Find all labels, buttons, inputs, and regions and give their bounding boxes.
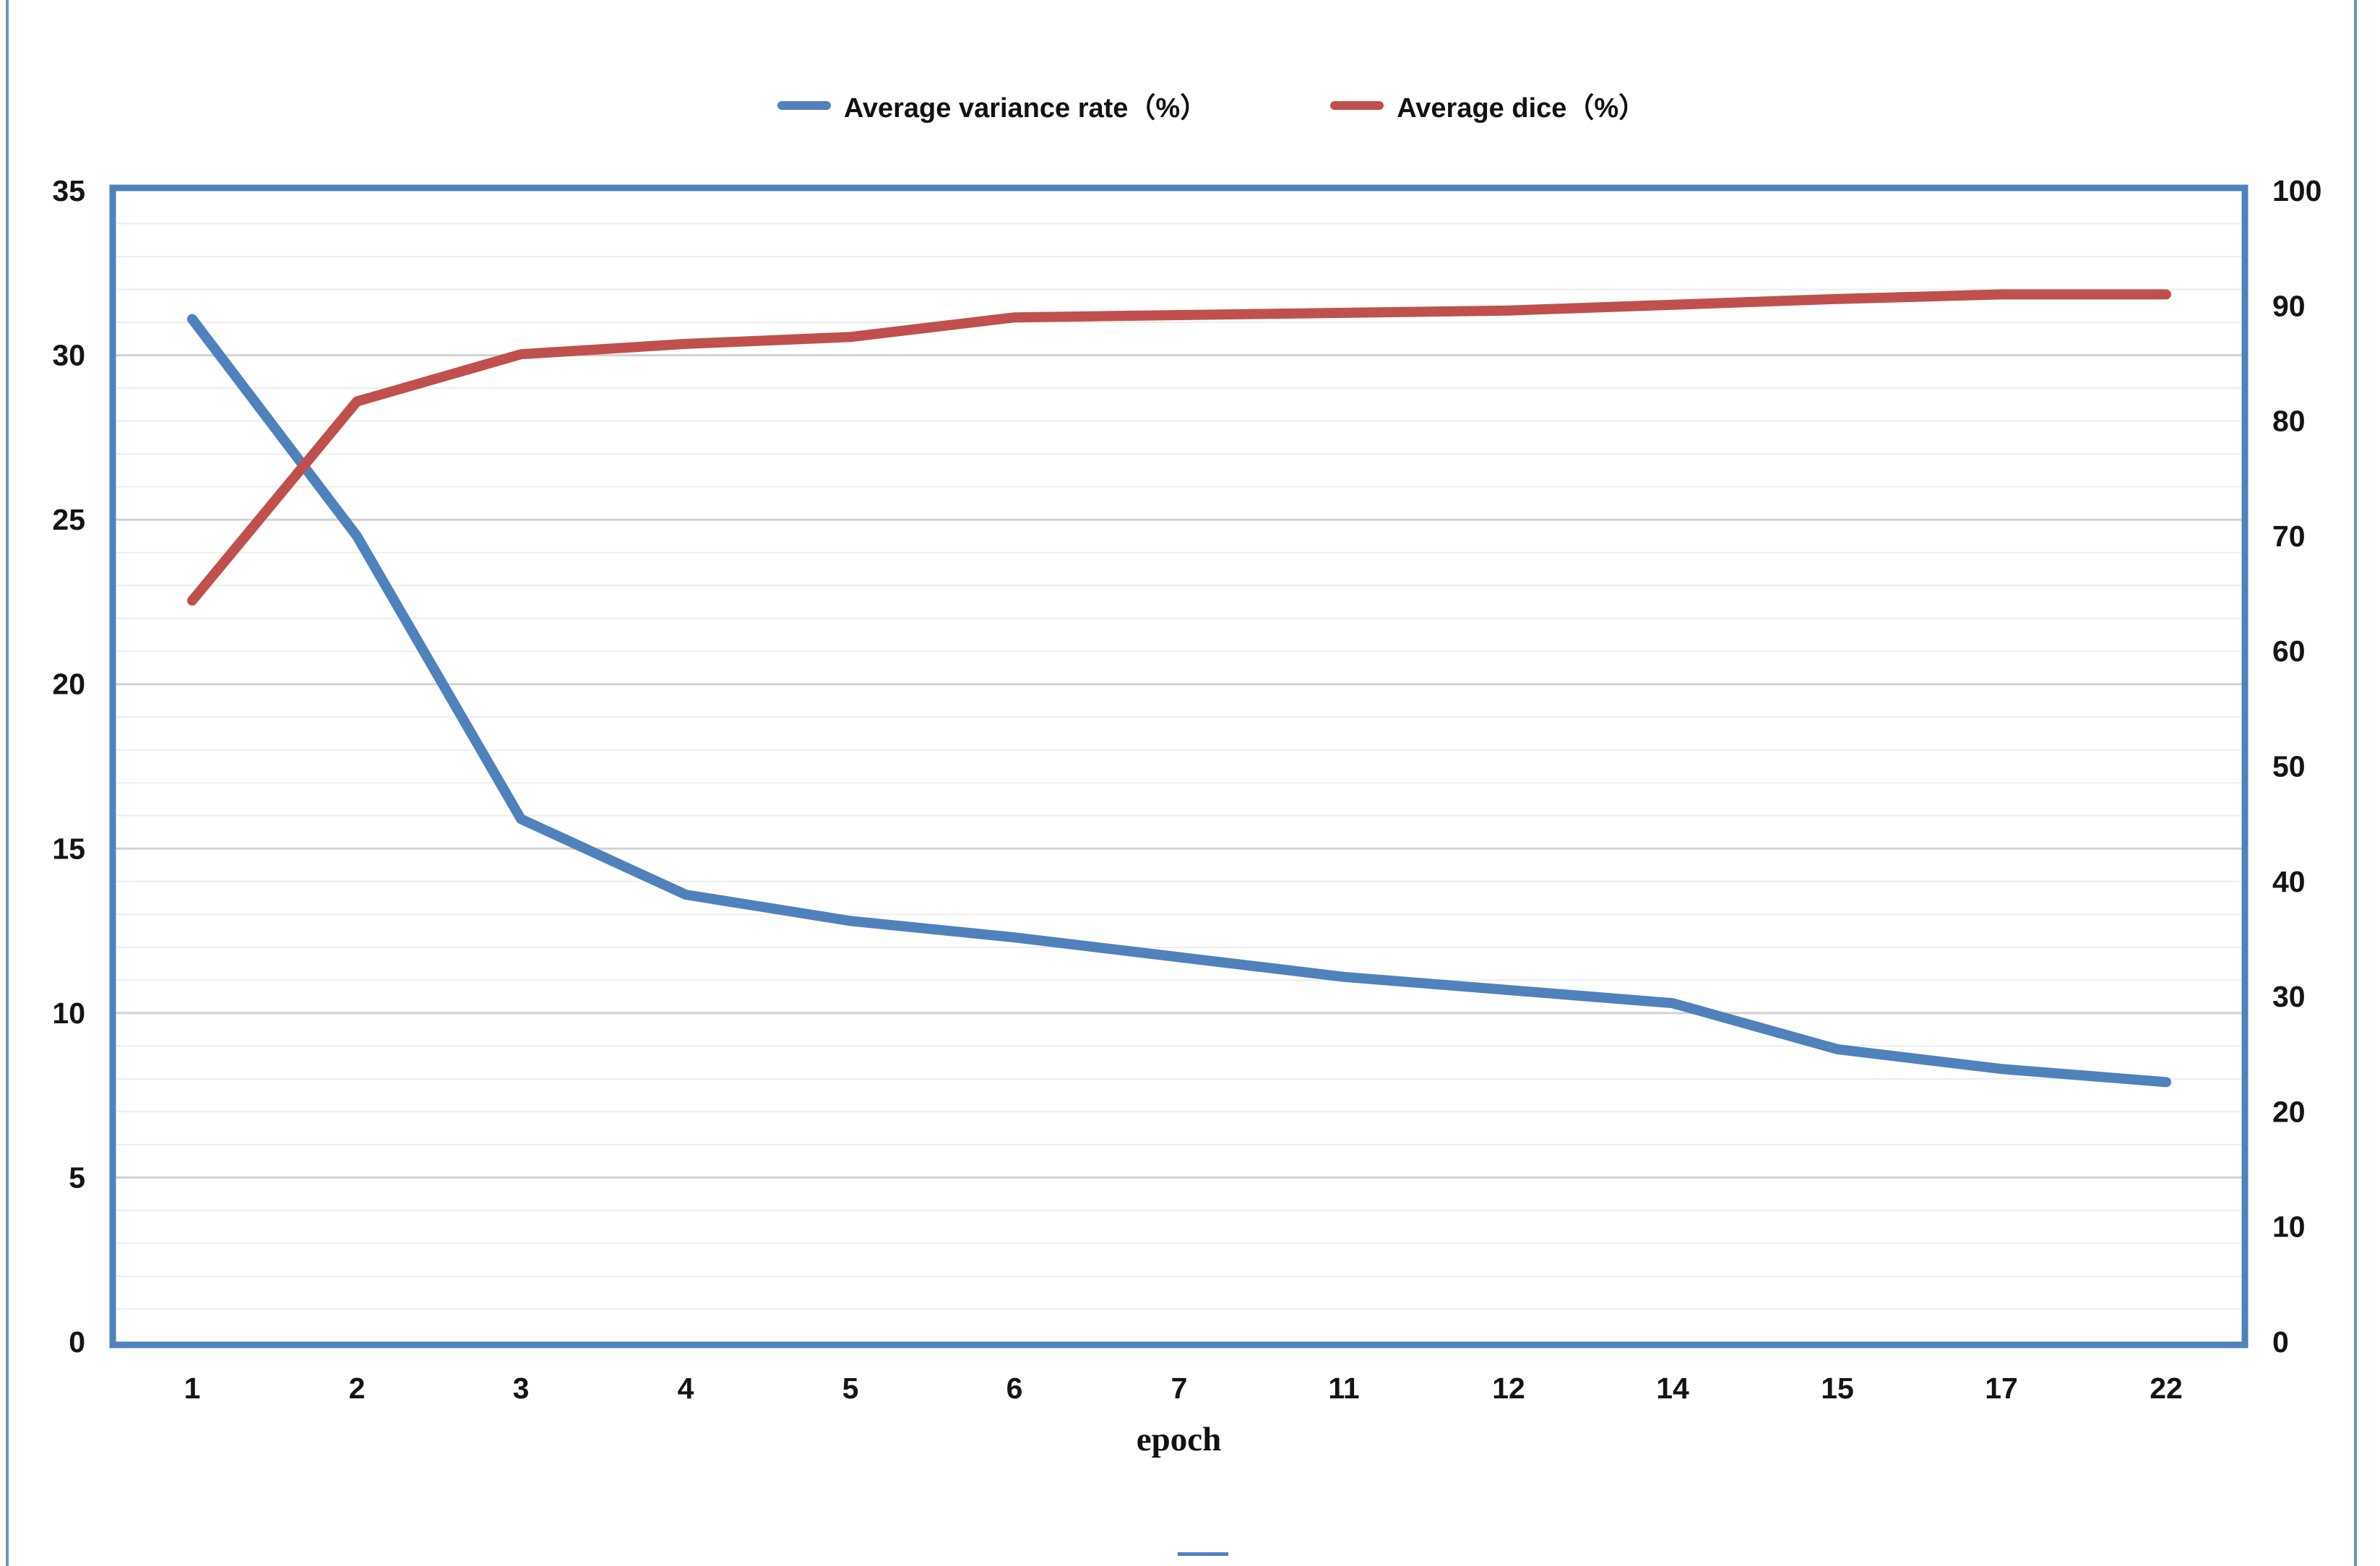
right-tick-label: 80 [2272,405,2306,438]
x-tick-label: 5 [842,1372,859,1405]
left-tick-label: 35 [52,174,85,207]
x-axis-ticks: 1 2 3 4 5 6 7 11 12 14 15 17 22 [184,1372,2183,1405]
left-axis-ticks: 0 5 10 15 20 25 30 35 [52,174,85,1359]
right-tick-label: 60 [2272,634,2306,668]
right-page-border-line [2354,0,2357,1566]
left-tick-label: 20 [52,668,85,701]
x-tick-label: 1 [184,1372,201,1405]
x-tick-label: 22 [2150,1372,2183,1405]
x-tick-label: 14 [1656,1372,1689,1405]
right-tick-label: 10 [2272,1210,2306,1244]
x-axis-title: epoch [1137,1421,1222,1458]
x-tick-label: 15 [1821,1372,1854,1405]
right-tick-label: 20 [2272,1095,2306,1128]
chart-legend: Average variance rate（%） Average dice（%） [22,85,2380,125]
series-line-variance [187,314,2171,1088]
x-tick-label: 12 [1492,1372,1525,1405]
x-tick-label: 6 [1006,1372,1023,1405]
series-line-dice [187,289,2171,606]
x-tick-label: 7 [1171,1372,1188,1405]
right-tick-label: 50 [2272,750,2306,783]
x-tick-label: 17 [1985,1372,2018,1405]
right-axis-ticks: 0 10 20 30 40 50 60 70 80 90 100 [2272,174,2321,1359]
left-tick-label: 15 [52,832,85,865]
series-lines [187,289,2171,1088]
plot-frame [109,184,2249,1348]
right-tick-label: 30 [2272,980,2306,1013]
dice-line-marker-icon [1330,100,1384,110]
legend-entry-dice[interactable]: Average dice（%） [1330,85,1646,125]
legend-entry-variance[interactable]: Average variance rate（%） [777,85,1207,125]
variance-line-marker-icon [777,100,831,110]
x-tick-label: 11 [1328,1372,1359,1405]
left-tick-label: 0 [69,1325,85,1359]
bottom-center-dash [1178,1552,1228,1556]
legend-label-variance: Average variance rate（%） [843,93,1208,124]
right-tick-label: 0 [2272,1325,2289,1359]
gridlines [116,223,2242,1310]
right-tick-label: 70 [2272,520,2306,553]
x-tick-label: 2 [349,1372,366,1405]
right-tick-label: 90 [2272,289,2306,322]
left-tick-label: 10 [52,997,85,1030]
left-tick-label: 30 [52,339,85,372]
right-tick-label: 100 [2272,174,2321,207]
x-tick-label: 3 [513,1372,530,1405]
legend-label-dice: Average dice（%） [1397,93,1647,124]
right-tick-label: 40 [2272,865,2306,898]
left-tick-label: 5 [69,1161,85,1194]
x-tick-label: 4 [678,1372,694,1405]
left-page-border-line [6,0,9,1566]
left-tick-label: 25 [52,503,85,536]
